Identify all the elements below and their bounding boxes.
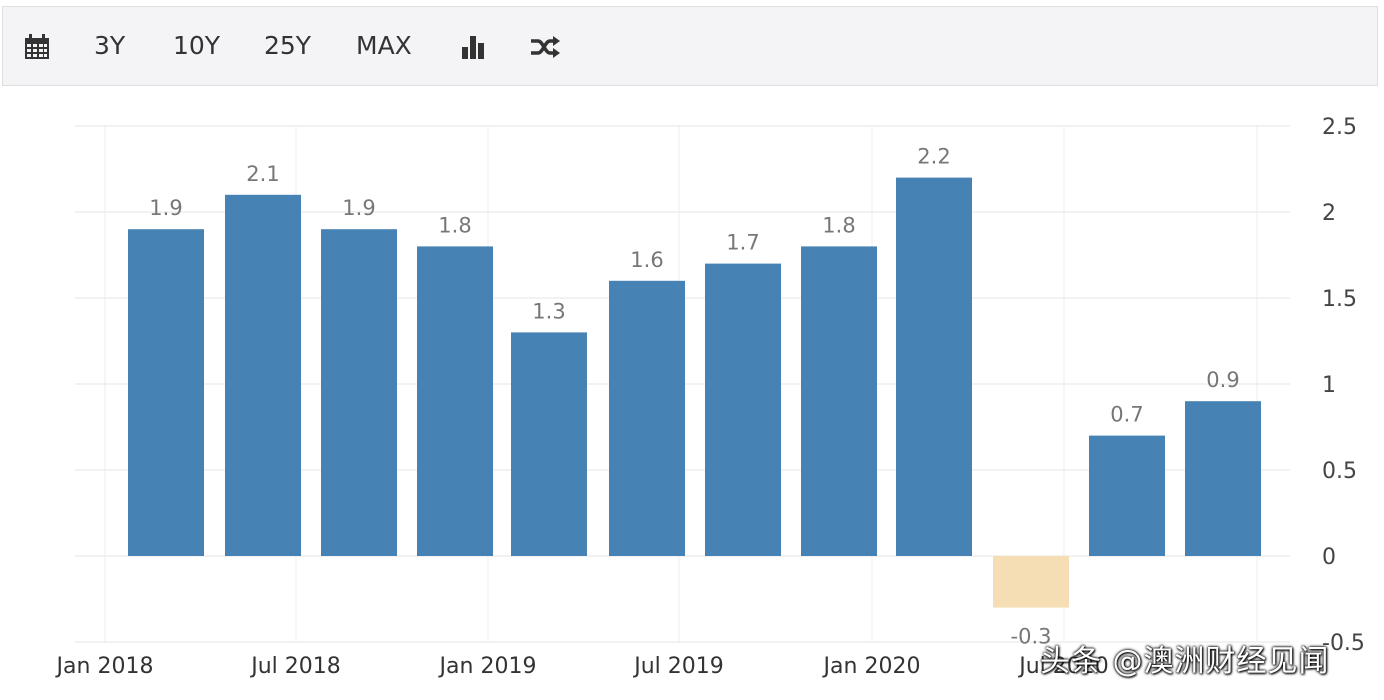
chart-bar: [801, 246, 877, 556]
chart-bar: [417, 246, 493, 556]
chart-bar: [705, 263, 781, 556]
bar-data-label: 0.9: [1206, 368, 1239, 392]
range-3y-button[interactable]: 3Y: [94, 31, 126, 60]
shuffle-icon[interactable]: [529, 33, 560, 63]
range-10y-button[interactable]: 10Y: [173, 31, 221, 60]
bar-data-label: 1.7: [726, 231, 759, 255]
bar-data-label: -0.3: [1011, 625, 1052, 649]
chart-bar: [1089, 435, 1165, 556]
bar-data-label: 1.8: [822, 213, 855, 237]
chart-bar: [609, 280, 685, 556]
x-tick-label: Jul 2020: [1017, 654, 1109, 679]
x-tick-label: Jul 2018: [249, 654, 341, 679]
bar-chart-icon[interactable]: [460, 33, 490, 63]
chart-bar: [511, 332, 587, 556]
y-tick-label: 0: [1322, 545, 1336, 570]
bar-data-label: 0.7: [1110, 403, 1143, 427]
x-tick-label: Jan 2018: [55, 654, 154, 679]
chart-bar: [1185, 401, 1261, 556]
y-tick-label: -0.5: [1322, 631, 1365, 656]
chart-bar: [321, 229, 397, 556]
y-tick-label: 2: [1322, 201, 1336, 226]
bar-data-label: 1.9: [149, 196, 182, 220]
y-tick-label: 1.5: [1322, 287, 1357, 312]
bar-data-label: 2.2: [917, 145, 950, 169]
x-tick-label: Jan 2019: [438, 654, 537, 679]
bar-data-label: 1.8: [438, 213, 471, 237]
chart-bar: [993, 556, 1069, 608]
range-25y-button[interactable]: 25Y: [264, 31, 312, 60]
y-tick-label: 2.5: [1322, 115, 1357, 140]
bar-data-label: 1.6: [630, 248, 663, 272]
chart-toolbar: 3Y 10Y 25Y MAX: [2, 6, 1378, 86]
bar-data-label: 2.1: [246, 162, 279, 186]
bar-data-label: 1.9: [342, 196, 375, 220]
x-tick-label: Jan 2020: [822, 654, 921, 679]
chart-bar: [225, 194, 301, 557]
range-max-button[interactable]: MAX: [356, 31, 412, 60]
bar-data-label: 1.3: [532, 299, 565, 323]
chart-bar: [896, 177, 972, 556]
x-tick-label: Jul 2019: [632, 654, 724, 679]
bar-chart: -0.5 0 0.5 1 1.5 2 2.5 1.9 2.1 1.9 1.8 1.3 1.6 1.7 1.8…: [55, 115, 1365, 679]
y-tick-label: 0.5: [1322, 459, 1357, 484]
chart-bar: [128, 229, 204, 556]
watermark-text: 头条 @澳洲财经见闻: [1040, 644, 1330, 679]
y-tick-label: 1: [1322, 373, 1336, 398]
calendar-icon[interactable]: [23, 33, 53, 63]
chart-area: -0.5 0 0.5 1 1.5 2 2.5 1.9 2.1 1.9 1.8 1.3 1.6 1.7 1.8…: [0, 92, 1384, 696]
